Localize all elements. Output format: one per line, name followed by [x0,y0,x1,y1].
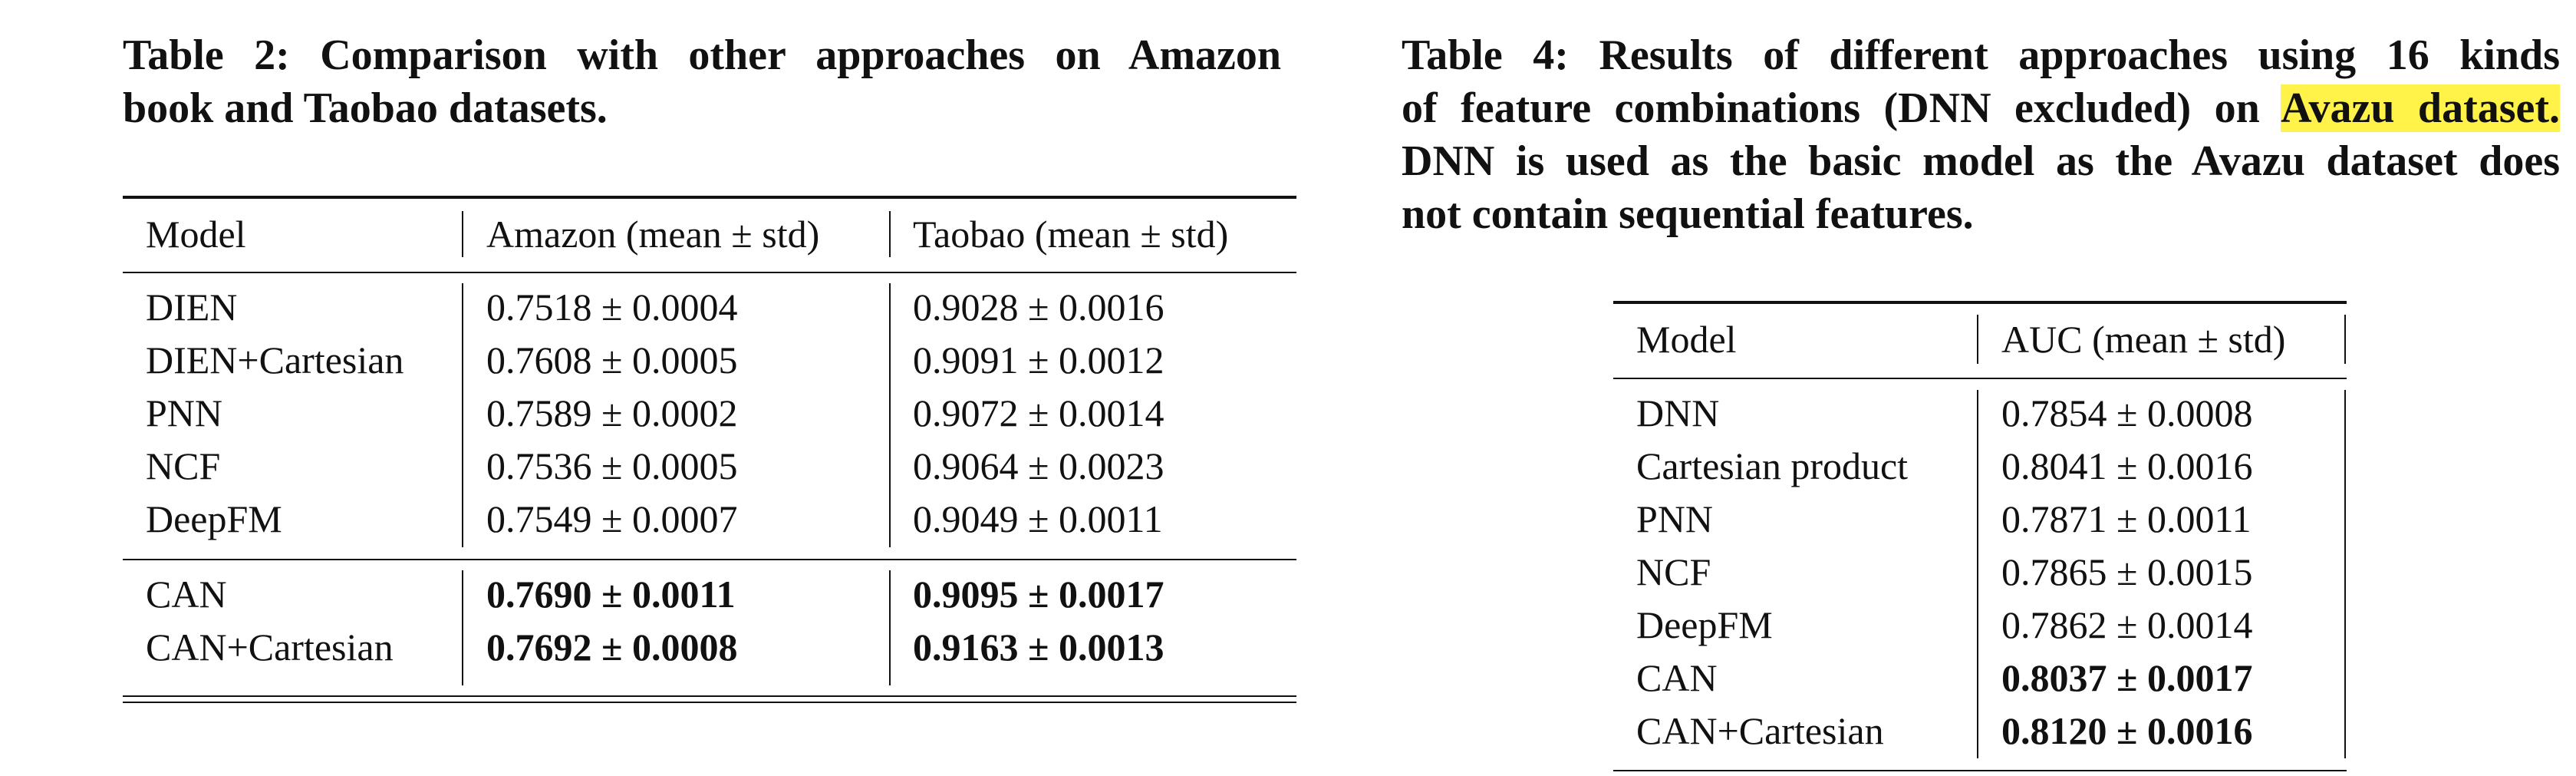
row-auc: 0.7871 ± 0.0011 [2001,497,2252,540]
table4-caption: Table 4: Results of different approaches… [1402,29,2561,241]
row-model: DIEN [146,286,238,329]
highlighted-text[interactable]: Avazu dataset. [2281,84,2561,132]
row-taobao-best: 0.9095 ± 0.0017 [913,573,1164,616]
body-col-divider-2 [2344,390,2346,758]
table4-caption-line-2-text: of feature combinations (DNN excluded) o… [1402,84,2281,132]
table4-caption-line-3: DNN is used as the basic model as the Av… [1402,137,2560,185]
table4-caption-line-4: not contain sequential features. [1402,190,1974,238]
row-model: DeepFM [1636,603,1773,646]
bottom-rule-1 [123,695,1296,697]
group-col-divider-2 [889,570,891,685]
row-model: DIEN+Cartesian [146,338,404,381]
header-col-divider-2 [889,211,891,257]
row-model: PNN [1636,497,1714,540]
body-col-divider-2 [889,283,891,547]
row-model: CAN+Cartesian [146,626,394,669]
row-amazon-best: 0.7690 ± 0.0011 [486,573,736,616]
row-auc: 0.7865 ± 0.0015 [2001,550,2253,593]
header-rule [123,272,1296,273]
row-taobao: 0.9072 ± 0.0014 [913,391,1164,434]
header-col-divider-1 [1977,315,1978,364]
row-model: NCF [1636,550,1711,593]
row-auc: 0.7862 ± 0.0014 [2001,603,2253,646]
top-rule [123,196,1296,199]
row-auc: 0.7854 ± 0.0008 [2001,391,2253,434]
top-rule [1613,301,2347,304]
bottom-rule [1613,770,2347,771]
row-auc-best: 0.8037 ± 0.0017 [2001,656,2253,699]
row-amazon: 0.7536 ± 0.0005 [486,444,738,487]
table4-caption-line-1: Table 4: Results of different approaches… [1402,31,2560,79]
row-model: CAN [1636,656,1718,699]
header-col-divider-1 [462,211,463,257]
auc-results-table: Model AUC (mean ± std) DNN 0.7854 ± 0.00… [1613,301,2347,776]
header-rule [1613,378,2347,379]
table2-caption-line-1: Table 2: Comparison with other approache… [123,31,1281,79]
table2-caption: Table 2: Comparison with other approache… [123,29,1281,135]
row-amazon: 0.7608 ± 0.0005 [486,338,738,381]
row-model: CAN [146,573,227,616]
body-col-divider-1 [1977,390,1978,758]
row-model: PNN [146,391,223,434]
header-amazon: Amazon (mean ± std) [486,213,820,256]
header-taobao: Taobao (mean ± std) [913,213,1229,256]
row-auc: 0.8041 ± 0.0016 [2001,444,2253,487]
row-auc-best: 0.8120 ± 0.0016 [2001,709,2253,752]
row-taobao: 0.9091 ± 0.0012 [913,338,1164,381]
header-model: Model [146,213,246,256]
header-model: Model [1636,318,1737,361]
row-taobao: 0.9064 ± 0.0023 [913,444,1164,487]
row-taobao: 0.9049 ± 0.0011 [913,497,1163,540]
comparison-table: Model Amazon (mean ± std) Taobao (mean ±… [123,196,1296,710]
group-rule [123,559,1296,560]
body-col-divider-1 [462,283,463,547]
row-amazon-best: 0.7692 ± 0.0008 [486,626,738,669]
row-model: Cartesian product [1636,444,1909,487]
row-taobao-best: 0.9163 ± 0.0013 [913,626,1164,669]
row-model: CAN+Cartesian [1636,709,1884,752]
row-amazon: 0.7549 ± 0.0007 [486,497,738,540]
table4-caption-line-2: of feature combinations (DNN excluded) o… [1402,82,2561,135]
row-model: NCF [146,444,221,487]
row-model: DeepFM [146,497,282,540]
bottom-rule-2 [123,702,1296,703]
row-model: DNN [1636,391,1720,434]
row-taobao: 0.9028 ± 0.0016 [913,286,1164,329]
header-auc: AUC (mean ± std) [2001,318,2286,361]
row-amazon: 0.7518 ± 0.0004 [486,286,738,329]
row-amazon: 0.7589 ± 0.0002 [486,391,738,434]
header-col-divider-2 [2344,315,2346,364]
table2-caption-line-2: book and Taobao datasets. [123,84,608,132]
group-col-divider-1 [462,570,463,685]
